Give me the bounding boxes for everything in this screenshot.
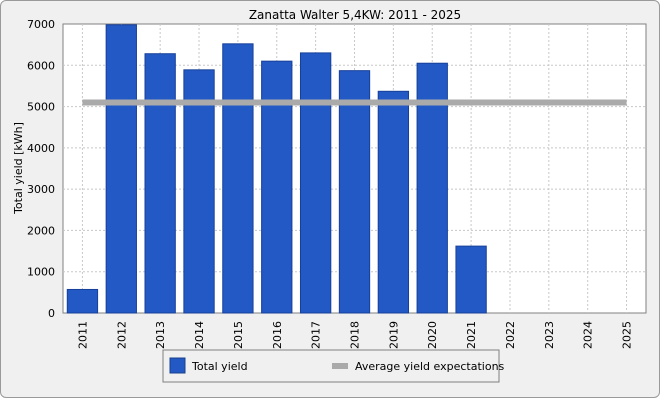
y-tick-label: 5000 — [27, 101, 55, 114]
legend-swatch-average-yield — [332, 363, 348, 369]
bar-series — [66, 24, 487, 314]
x-tick-label: 2012 — [115, 321, 128, 349]
x-tick-label: 2022 — [504, 321, 517, 349]
bar — [144, 53, 176, 314]
y-tick-label: 2000 — [27, 224, 55, 237]
x-tick-label: 2018 — [349, 321, 362, 349]
y-axis: 0 1000 2000 3000 4000 5000 6000 7000 — [27, 18, 55, 320]
x-tick-label: 2023 — [543, 321, 556, 349]
x-axis: 2011 2012 2013 2014 2015 2016 2017 2018 2019 2020… — [76, 321, 633, 349]
x-tick-label: 2011 — [76, 321, 89, 349]
x-tick-label: 2020 — [426, 321, 439, 349]
bar — [261, 60, 293, 314]
bar — [66, 288, 99, 314]
x-tick-label: 2019 — [387, 321, 400, 349]
y-axis-label: Total yield [kWh] — [12, 122, 25, 215]
y-tick-label: 4000 — [27, 142, 55, 155]
legend: Total yield Average yield expectations — [162, 349, 505, 383]
y-tick-label: 3000 — [27, 183, 55, 196]
x-tick-label: 2013 — [154, 321, 167, 349]
x-tick-label: 2015 — [232, 321, 245, 349]
x-tick-label: 2025 — [621, 321, 634, 349]
y-tick-label: 7000 — [27, 18, 55, 31]
chart-title: Zanatta Walter 5,4KW: 2011 - 2025 — [249, 8, 461, 22]
x-tick-label: 2021 — [465, 321, 478, 349]
legend-box — [162, 349, 500, 383]
legend-swatch-total-yield — [169, 357, 186, 374]
bar — [105, 24, 137, 314]
x-tick-label: 2016 — [271, 321, 284, 349]
bar — [455, 245, 487, 314]
x-tick-label: 2024 — [582, 321, 595, 349]
legend-label-average-yield: Average yield expectations — [355, 360, 505, 373]
bar — [377, 90, 410, 314]
bar — [338, 70, 371, 314]
bar — [183, 69, 215, 314]
bar — [299, 52, 332, 314]
x-tick-label: 2017 — [310, 321, 323, 349]
x-tick-label: 2014 — [193, 321, 206, 349]
bar — [222, 43, 254, 314]
y-tick-label: 1000 — [27, 266, 55, 279]
legend-label-total-yield: Total yield — [191, 360, 248, 373]
y-tick-label: 6000 — [27, 59, 55, 72]
y-tick-label: 0 — [48, 307, 55, 320]
